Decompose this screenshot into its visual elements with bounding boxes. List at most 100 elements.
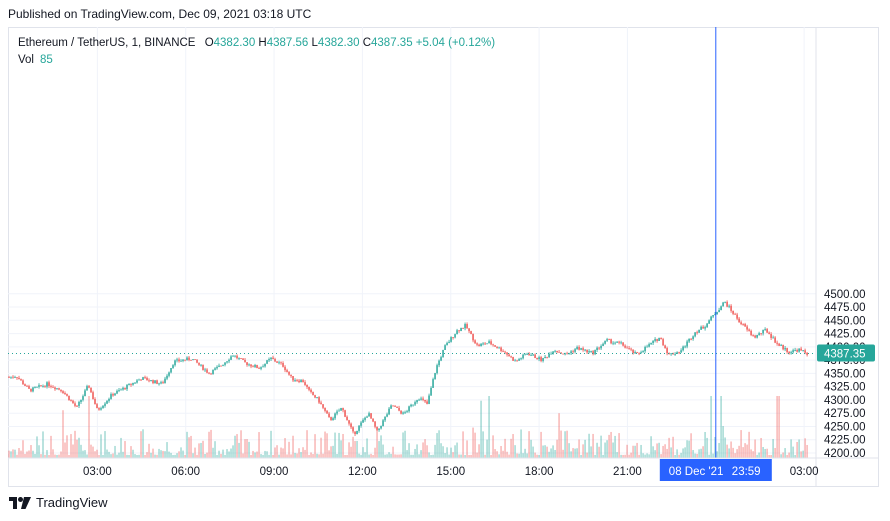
volume-bar — [698, 449, 700, 458]
candle-body — [536, 357, 538, 360]
candle-body — [130, 383, 132, 385]
volume-bar — [216, 454, 218, 458]
symbol-title[interactable]: Ethereum / TetherUS, 1, BINANCE — [18, 37, 196, 49]
candle-body — [670, 353, 672, 355]
candle-body — [608, 339, 610, 340]
candle-body — [448, 341, 450, 343]
candle-body — [404, 412, 406, 414]
volume-bar — [200, 442, 202, 458]
volume-bar — [554, 450, 556, 458]
volume-bar — [220, 453, 222, 458]
volume-bar — [318, 454, 320, 458]
volume-bar — [500, 445, 502, 458]
volume-bar — [282, 448, 284, 458]
candle-body — [292, 376, 294, 381]
volume-bars — [8, 396, 808, 458]
candle-body — [10, 376, 12, 378]
candle-body — [210, 373, 212, 375]
volume-value: 85 — [40, 54, 53, 66]
candle-body — [68, 395, 70, 401]
volume-bar — [74, 430, 76, 458]
price-axis[interactable]: 4500.004475.004450.004425.004400.004375.… — [824, 289, 866, 460]
volume-bar — [684, 447, 686, 458]
volume-bar — [548, 451, 550, 458]
candle-body — [548, 353, 550, 358]
time-tick-label: 21:00 — [613, 466, 642, 478]
volume-bar — [732, 447, 734, 458]
candle-body — [782, 344, 784, 350]
candle-body — [400, 410, 402, 414]
crosshair-time-label: 23:59 — [732, 466, 761, 478]
volume-bar — [562, 449, 564, 458]
candle-body — [200, 364, 202, 366]
candle-body — [556, 350, 558, 352]
tradingview-logo-icon[interactable] — [9, 496, 31, 509]
volume-bar — [802, 450, 804, 458]
volume-bar — [32, 450, 34, 458]
volume-bar — [362, 447, 364, 458]
candle-body — [164, 378, 166, 384]
volume-bar — [546, 446, 548, 458]
candle-body — [22, 380, 24, 385]
chart-frame[interactable] — [8, 27, 879, 487]
volume-bar — [24, 453, 26, 458]
candle-body — [500, 347, 502, 351]
brand-name[interactable]: TradingView — [36, 495, 108, 510]
candle-body — [604, 340, 606, 344]
candle-body — [320, 402, 322, 405]
volume-bar — [272, 454, 274, 458]
candle-body — [598, 347, 600, 349]
volume-bar — [116, 454, 118, 458]
volume-bar — [34, 453, 36, 458]
candle-body — [356, 430, 358, 435]
candle-body — [224, 362, 226, 365]
volume-bar — [704, 431, 706, 458]
volume-bar — [314, 434, 316, 458]
candle-body — [654, 339, 656, 341]
volume-bar — [674, 454, 676, 458]
time-axis[interactable]: 03:00 06:00 09:00 12:00 15:00 18:00 21:00 03:00 — [83, 466, 819, 478]
volume-bar — [618, 433, 620, 458]
volume-bar — [328, 450, 330, 458]
price-tick-label: 4350.00 — [824, 368, 866, 380]
candle-body — [208, 372, 210, 374]
candle-body — [360, 422, 362, 426]
candle-body — [440, 357, 442, 361]
candle-body — [94, 399, 96, 405]
candle-body — [712, 315, 714, 317]
volume-bar — [150, 452, 152, 458]
volume-bar — [634, 445, 636, 458]
volume-bar — [162, 450, 164, 458]
candle-body — [432, 379, 434, 388]
volume-bar — [696, 453, 698, 458]
candle-body — [462, 328, 464, 329]
candle-body — [312, 392, 314, 396]
candle-body — [572, 351, 574, 353]
candle-body — [310, 389, 312, 393]
volume-bar — [388, 452, 390, 458]
volume-bar — [230, 448, 232, 458]
volume-bar — [448, 454, 450, 458]
candle-body — [262, 366, 264, 368]
candle-body — [460, 328, 462, 332]
candle-body — [574, 349, 576, 352]
volume-bar — [188, 437, 190, 458]
volume-bar — [178, 451, 180, 458]
candle-body — [666, 348, 668, 354]
volume-label[interactable]: Vol — [18, 54, 34, 66]
volume-bar — [56, 454, 58, 458]
volume-bar — [636, 442, 638, 458]
candle-body — [246, 362, 248, 365]
candle-body — [794, 350, 796, 351]
candle-body — [622, 342, 624, 346]
candle-body — [342, 408, 344, 411]
volume-bar — [616, 452, 618, 458]
volume-bar — [702, 446, 704, 458]
candle-body — [506, 352, 508, 355]
candle-body — [698, 329, 700, 333]
volume-bar — [158, 448, 160, 458]
candle-body — [126, 384, 128, 390]
candle-body — [530, 355, 532, 356]
volume-bar — [48, 454, 50, 458]
